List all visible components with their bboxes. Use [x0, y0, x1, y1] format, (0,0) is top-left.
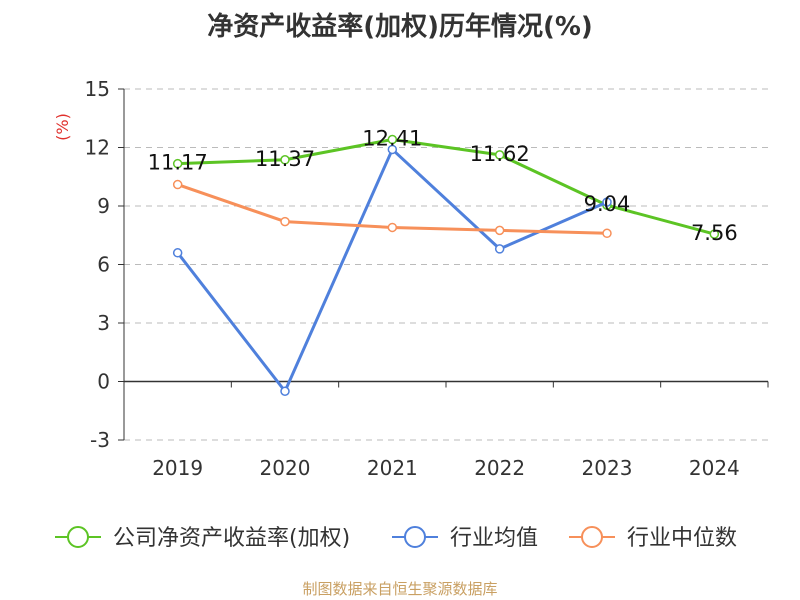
- series-layer: [172, 134, 720, 396]
- legend-label: 行业均值: [450, 526, 538, 551]
- data-label-layer: 11.17 11.37 12.41 11.62 9.04 7.56: [148, 127, 738, 246]
- data-point: [280, 155, 290, 165]
- data-point: [387, 134, 398, 145]
- series-line-2: [176, 147, 608, 393]
- y-tick-label: 3: [97, 311, 110, 335]
- y-tick-label: -3: [90, 428, 110, 452]
- data-point: [172, 158, 183, 169]
- series-line-1: [177, 138, 715, 236]
- x-tick-label: 2024: [689, 456, 740, 480]
- data-point: [709, 229, 720, 239]
- y-tick-label: 15: [85, 77, 110, 101]
- legend-label: 行业中位数: [627, 526, 737, 551]
- legend: 公司净资产收益率(加权) 行业均值 行业中位数: [55, 526, 737, 551]
- axis-layer: -3 0 3 6 9 12 15 (%) 2019 2020 2021 2022 2023 2024: [53, 77, 769, 480]
- data-point: [280, 216, 290, 227]
- data-label: 9.04: [584, 192, 631, 216]
- data-label: 12.41: [362, 127, 422, 151]
- chart-title: 净资产收益率(加权)历年情况(%): [207, 12, 593, 42]
- data-point: [602, 228, 612, 239]
- data-point: [602, 197, 612, 207]
- data-point: [172, 179, 183, 190]
- y-tick-label: 0: [97, 370, 110, 394]
- x-tick-label: 2020: [260, 456, 311, 480]
- data-point: [280, 386, 290, 396]
- data-point: [387, 144, 398, 155]
- x-tick-label: 2019: [152, 456, 203, 480]
- legend-marker: [404, 526, 426, 548]
- y-axis-label: (%): [53, 113, 72, 141]
- y-tick-label: 9: [97, 194, 110, 218]
- data-point: [387, 222, 398, 233]
- source-note: 制图数据来自恒生聚源数据库: [302, 580, 498, 598]
- data-point: [494, 150, 505, 160]
- x-tick-label: 2022: [474, 456, 525, 480]
- data-label: 11.62: [470, 142, 530, 166]
- data-label: 7.56: [691, 221, 738, 245]
- data-point: [494, 244, 505, 254]
- data-point: [172, 248, 183, 258]
- legend-marker: [581, 526, 603, 548]
- y-tick-label: 12: [85, 136, 110, 160]
- legend-label: 公司净资产收益率(加权): [113, 526, 350, 551]
- data-label: 11.37: [255, 147, 315, 171]
- x-tick-label: 2023: [582, 456, 633, 480]
- legend-marker: [67, 526, 89, 548]
- y-tick-label: 6: [97, 253, 110, 277]
- data-point: [494, 225, 505, 236]
- data-label: 11.17: [148, 151, 208, 175]
- x-tick-label: 2021: [367, 456, 418, 480]
